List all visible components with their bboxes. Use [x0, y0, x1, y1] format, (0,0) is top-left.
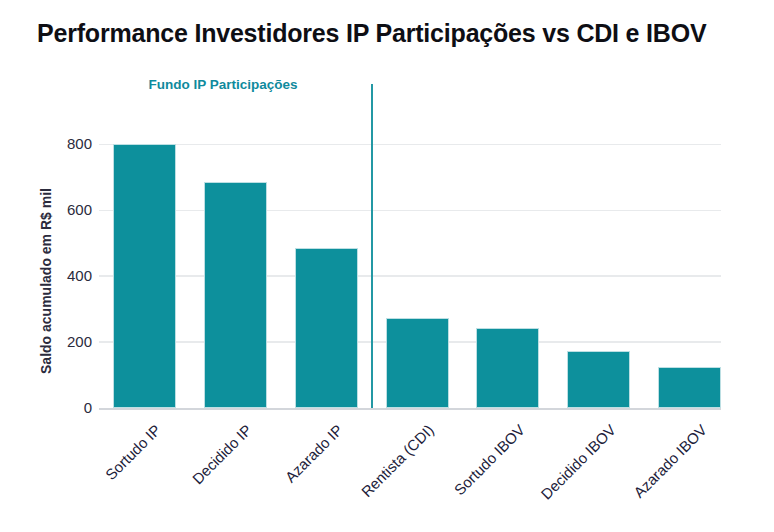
x-tick-label: Sortudo IP: [32, 421, 166, 532]
x-axis-line: [99, 408, 721, 410]
gridline: [99, 275, 721, 277]
bar-azarado-ibov: [658, 367, 721, 408]
chart-title: Performance Investidores IP Participaçõe…: [37, 19, 747, 48]
chart-page: Performance Investidores IP Participaçõe…: [0, 0, 774, 532]
bar-rentista-cdi: [386, 318, 449, 408]
y-tick-label: 800: [20, 135, 92, 152]
bar-decidido-ibov: [567, 351, 630, 408]
group-annotation-label: Fundo IP Participações: [148, 77, 297, 92]
gridline: [99, 144, 721, 146]
group-separator-line: [371, 84, 373, 408]
y-tick-label: 600: [20, 201, 92, 218]
bar-sortudo-ibov: [476, 328, 539, 408]
y-tick-label: 400: [20, 267, 92, 284]
bar-decidido-ip: [204, 182, 267, 408]
y-tick-label: 0: [20, 399, 92, 416]
bar-azarado-ip: [295, 248, 358, 409]
y-tick-label: 200: [20, 333, 92, 350]
gridline: [99, 210, 721, 212]
bar-sortudo-ip: [113, 144, 176, 408]
